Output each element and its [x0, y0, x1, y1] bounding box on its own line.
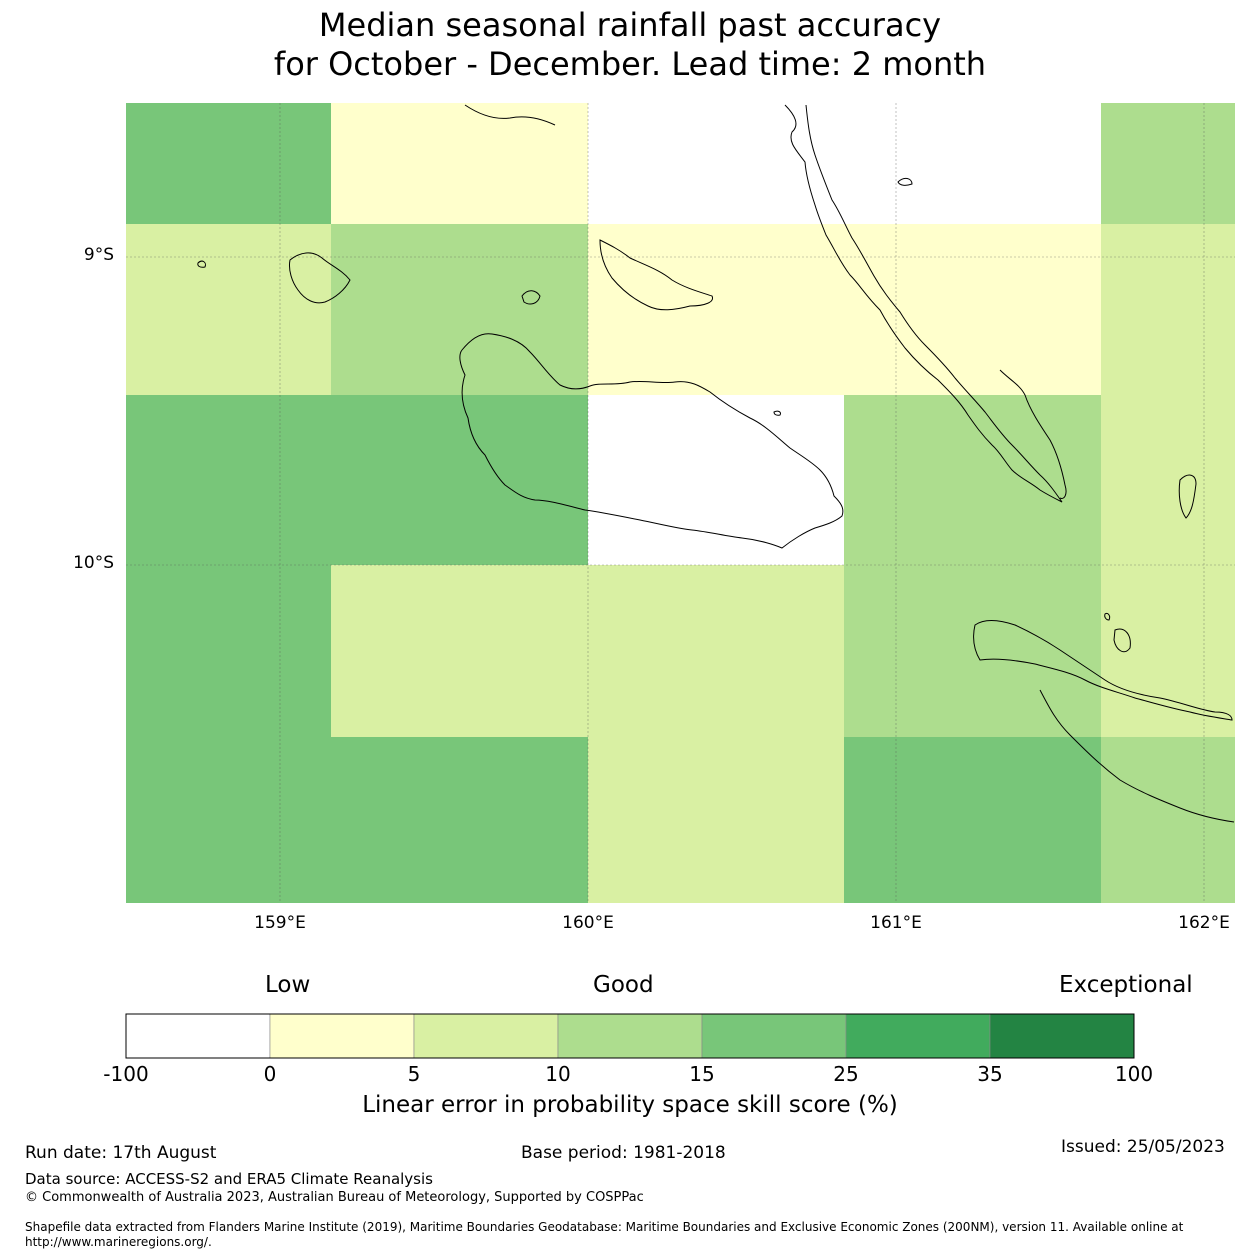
grid-cell-r0-c1 [331, 103, 588, 224]
grid-cell-r4-c1 [331, 737, 588, 903]
skill-score-map [126, 103, 1235, 903]
grid-cell-r4-c0 [126, 737, 331, 903]
grid-cell-r0-c3 [844, 103, 1101, 224]
colorbar-swatch-4 [701, 1013, 847, 1059]
lon-label-161e: 161°E [870, 913, 922, 933]
coastline-islet-4 [1113, 628, 1131, 653]
colorbar-swatch-5 [845, 1013, 991, 1059]
graticule [126, 103, 1235, 903]
lon-label-162e: 162°E [1178, 913, 1230, 933]
coastline-islet-1 [521, 290, 541, 305]
grid-cell-r3-c3 [844, 565, 1101, 737]
lon-label-159e: 159°E [254, 913, 306, 933]
coastline-islet-5 [897, 177, 913, 186]
grid-cell-r1-c4 [1101, 224, 1235, 395]
data-source: Data source: ACCESS-S2 and ERA5 Climate … [25, 1170, 433, 1188]
lon-label-160e: 160°E [562, 913, 614, 933]
coastline-guadalcanal [459, 333, 844, 549]
grid-cell-r1-c1 [331, 224, 588, 395]
colorbar-tick-label: 5 [407, 1062, 421, 1086]
coastline-santa-isabel-east [999, 369, 1067, 499]
grid-cell-r1-c0 [126, 224, 331, 395]
grid-cell-r0-c0 [126, 103, 331, 224]
run-date: Run date: 17th August [25, 1143, 217, 1163]
colorbar-tick-label: 15 [689, 1062, 715, 1086]
colorbar-tick-label: 35 [977, 1062, 1003, 1086]
coastline-islet-2 [197, 260, 206, 268]
colorbar [125, 1013, 1135, 1059]
colorbar-swatch-2 [413, 1013, 559, 1059]
issued-date: Issued: 25/05/2023 [1061, 1137, 1225, 1157]
colorbar-tick-label: 25 [833, 1062, 859, 1086]
grid-cell-r4-c4 [1101, 737, 1235, 903]
coastline-islet-3 [1178, 474, 1197, 519]
colorbar-word-exceptional: Exceptional [1059, 972, 1193, 998]
colorbar-swatch-0 [125, 1013, 271, 1059]
map-title-line-2: for October - December. Lead time: 2 mon… [273, 45, 987, 83]
coastline-russell-islands [289, 252, 351, 304]
base-period: Base period: 1981-2018 [521, 1143, 726, 1163]
colorbar-tick-label: 0 [263, 1062, 277, 1086]
colorbar-swatch-6 [989, 1013, 1135, 1059]
coastline-makira [973, 620, 1233, 721]
coastline-santa-isabel [784, 104, 1063, 503]
colorbar-outline [125, 1013, 1135, 1059]
coastline-new-georgia-top [464, 104, 556, 126]
grid-cell-r2-c0 [126, 395, 331, 565]
colorbar-swatch-3 [557, 1013, 703, 1059]
lat-label-9s: 9°S [83, 245, 114, 265]
coastlines [197, 104, 1235, 823]
grid-cell-r3-c2 [588, 565, 844, 737]
coastline-islet-7 [1104, 613, 1111, 621]
grid-cell-r0-c4 [1101, 103, 1235, 224]
shapefile-credit: Shapefile data extracted from Flanders M… [25, 1220, 1184, 1249]
lat-label-10s: 10°S [73, 553, 114, 573]
colorbar-tick-label: 100 [1114, 1062, 1154, 1086]
colorbar-word-low: Low [265, 972, 311, 998]
grid-cell-r1-c3 [844, 224, 1101, 395]
grid-cells [126, 103, 1235, 903]
coastline-florida-islands [599, 239, 714, 311]
grid-cell-r2-c1 [331, 395, 588, 565]
grid-cell-r4-c3 [844, 737, 1101, 903]
coastline-makira-south [1039, 689, 1235, 823]
grid-cell-r2-c4 [1101, 395, 1235, 565]
colorbar-swatch-1 [269, 1013, 415, 1059]
grid-cell-r0-c2 [588, 103, 844, 224]
grid-cell-r3-c0 [126, 565, 331, 737]
grid-cell-r2-c3 [844, 395, 1101, 565]
grid-cell-r1-c2 [588, 224, 844, 395]
grid-cell-r4-c2 [588, 737, 844, 903]
grid-cell-r2-c2 [588, 395, 844, 565]
coastline-islet-6 [773, 410, 781, 416]
grid-cell-r3-c4 [1101, 565, 1235, 737]
colorbar-tick-label: -100 [103, 1062, 149, 1086]
colorbar-label: Linear error in probability space skill … [362, 1092, 898, 1118]
map-title-line-1: Median seasonal rainfall past accuracy [318, 6, 942, 44]
copyright: © Commonwealth of Australia 2023, Austra… [25, 1190, 644, 1205]
colorbar-word-good: Good [593, 972, 654, 998]
colorbar-tick-label: 10 [545, 1062, 571, 1086]
grid-cell-r3-c1 [331, 565, 588, 737]
